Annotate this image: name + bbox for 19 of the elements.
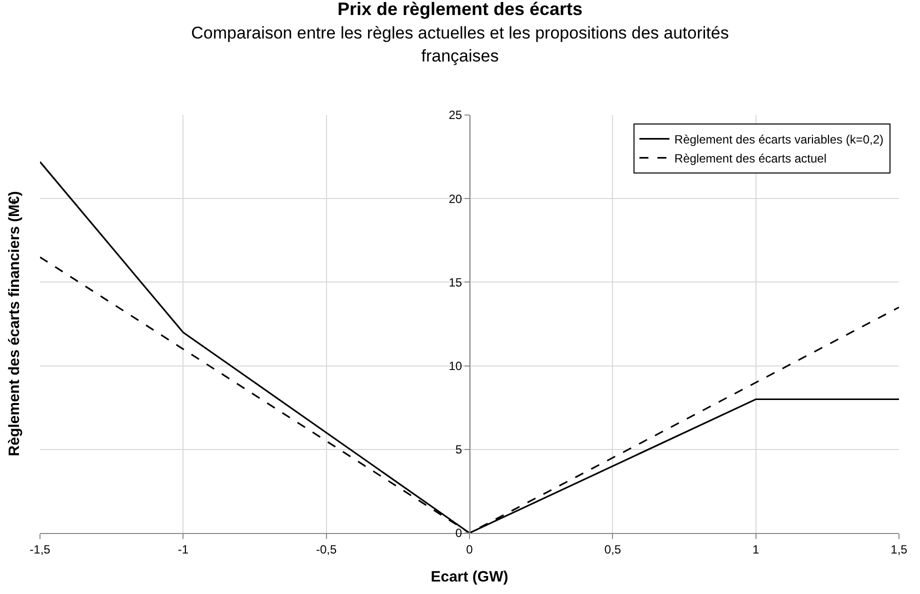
x-tick-label: -1,5 bbox=[30, 542, 51, 556]
chart-subtitle: Comparaison entre les règles actuelles et les propositions des autorités françaises bbox=[191, 23, 729, 66]
x-tick-label: 0,5 bbox=[604, 542, 622, 556]
chart-title: Prix de règlement des écarts bbox=[337, 0, 583, 19]
y-tick-label: 10 bbox=[448, 359, 462, 373]
x-tick-label: 0 bbox=[466, 542, 474, 556]
x-tick-label: 1,5 bbox=[890, 542, 908, 556]
y-tick-label: 15 bbox=[448, 275, 462, 290]
legend-label: Règlement des écarts actuel bbox=[674, 152, 827, 166]
y-tick-label: 5 bbox=[455, 442, 462, 457]
y-tick-label: 25 bbox=[448, 108, 462, 122]
x-tick-label: -0,5 bbox=[316, 542, 337, 556]
y-tick-label: 20 bbox=[448, 192, 462, 206]
legend-label: Règlement des écarts variables (k=0,2) bbox=[674, 132, 884, 147]
x-axis-title: Ecart (GW) bbox=[430, 568, 508, 586]
x-tick-label: 1 bbox=[752, 542, 760, 556]
y-tick-label: 0 bbox=[455, 526, 462, 540]
x-tick-label: -1 bbox=[178, 542, 189, 556]
y-axis-title: Règlement des écarts financiers (M€) bbox=[6, 191, 24, 456]
